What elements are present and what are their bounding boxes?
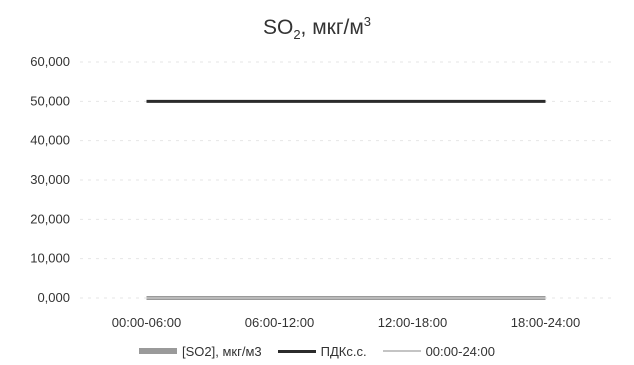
y-tick-label: 50,000: [30, 93, 70, 108]
y-tick-label: 30,000: [30, 172, 70, 187]
x-tick-label: 06:00-12:00: [245, 315, 314, 330]
legend-label-day: 00:00-24:00: [425, 343, 495, 359]
y-axis-ticks: 0,000 10,000 20,000 30,000 40,000 50,000 60,00…: [30, 54, 70, 305]
legend-item-day: 00:00-24:00: [382, 343, 495, 359]
x-tick-label: 00:00-06:00: [112, 315, 181, 330]
chart-title: SO2, мкг/м3: [0, 14, 634, 42]
chart-title-subscript: 2: [293, 27, 301, 43]
x-axis-ticks: 00:00-06:00 06:00-12:00 12:00-18:00 18:00-2…: [112, 315, 580, 330]
y-tick-label: 0,000: [37, 290, 70, 305]
legend: [SO2], мкг/м3 ПДКс.с. 00:00-24:00: [0, 342, 634, 360]
chart-title-unit: , мкг/м: [300, 16, 364, 39]
y-tick-label: 60,000: [30, 54, 70, 69]
legend-swatch-pdk: [277, 349, 316, 353]
y-tick-label: 10,000: [30, 251, 70, 266]
legend-label-so2: [SO2], мкг/м3: [182, 343, 262, 359]
chart-title-base: SO: [262, 16, 294, 39]
x-tick-label: 18:00-24:00: [511, 315, 580, 330]
chart-title-superscript: 3: [363, 14, 372, 29]
gridlines: [80, 61, 612, 299]
series-lines: [146, 99, 546, 300]
legend-label-pdk: ПДКс.с.: [320, 343, 367, 359]
y-tick-label: 40,000: [30, 133, 70, 148]
legend-item-pdk: ПДКс.с.: [277, 343, 367, 359]
legend-swatch-day: [382, 350, 421, 352]
legend-item-so2: [SO2], мкг/м3: [139, 344, 262, 359]
x-tick-label: 12:00-18:00: [378, 315, 447, 330]
y-tick-label: 20,000: [30, 211, 70, 226]
legend-swatch-so2: [139, 348, 178, 354]
